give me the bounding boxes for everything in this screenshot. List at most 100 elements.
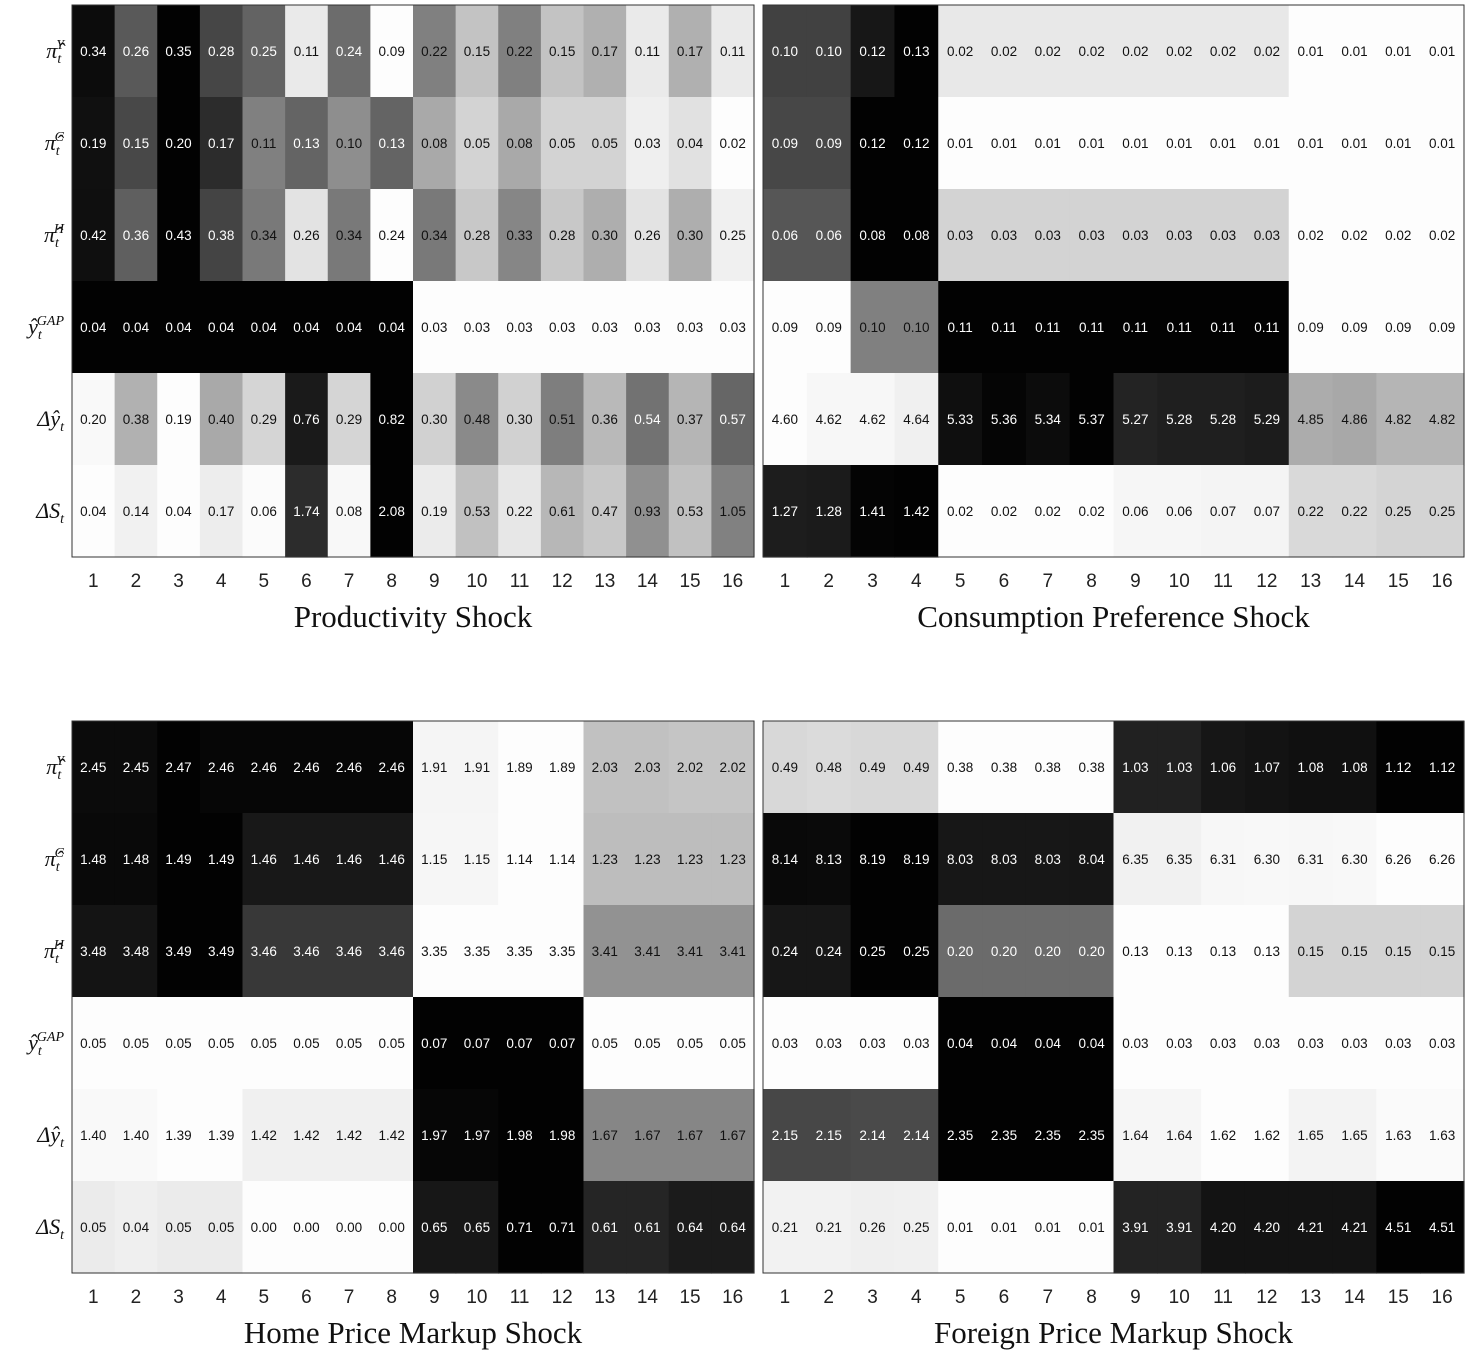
heatmap-cell [668, 1181, 712, 1274]
cell-value-label: 0.04 [251, 320, 278, 335]
cell-value-label: 0.02 [1298, 228, 1324, 243]
heatmap-cell [894, 373, 939, 466]
heatmap-cell [938, 905, 983, 998]
heatmap-cell [455, 97, 499, 190]
cell-value-label: 0.06 [772, 228, 798, 243]
cell-value-label: 3.91 [1166, 1220, 1192, 1235]
heatmap-cell [1288, 281, 1334, 374]
cell-value-label: 1.12 [1385, 760, 1411, 775]
heatmap-cell [1025, 721, 1071, 814]
heatmap-cell [1157, 281, 1202, 374]
cell-value-label: 0.11 [635, 44, 660, 59]
cell-value-label: 1.46 [336, 852, 362, 867]
heatmap-cell [850, 281, 896, 374]
heatmap-cell [1069, 5, 1115, 98]
heatmap-cell [668, 5, 712, 98]
heatmap-cell [806, 5, 852, 98]
heatmap-cell [72, 1089, 116, 1182]
cell-value-label: 5.37 [1078, 412, 1104, 427]
heatmap-cell [1025, 5, 1071, 98]
cell-value-label: 0.00 [379, 1220, 405, 1235]
heatmap-cell [285, 189, 329, 282]
x-tick-label: 11 [510, 1287, 530, 1308]
cell-value-label: 0.10 [903, 320, 929, 335]
heatmap-cell [1420, 813, 1465, 906]
cell-value-label: 0.15 [464, 44, 490, 59]
cell-value-label: 0.22 [1298, 504, 1324, 519]
cell-value-label: 0.07 [1254, 504, 1280, 519]
heatmap-cell [1069, 281, 1115, 374]
cell-value-label: 0.49 [772, 760, 798, 775]
heatmap-cell [199, 373, 244, 466]
cell-value-label: 8.14 [772, 852, 799, 867]
cell-value-label: 1.91 [421, 760, 447, 775]
heatmap-cell [626, 465, 670, 558]
cell-value-label: 0.38 [208, 228, 234, 243]
heatmap-cell [498, 373, 542, 466]
cell-value-label: 0.05 [592, 1036, 618, 1051]
heatmap-panel: 0.10 0.10 0.12 0.13 0.02 0.02 0.02 0.02 0.02 0.02… [762, 4, 1465, 634]
heatmap-cell [1201, 1089, 1246, 1182]
cell-value-label: 0.28 [464, 228, 490, 243]
cell-value-label: 0.03 [1341, 1036, 1367, 1051]
x-tick-label: 5 [955, 1287, 966, 1308]
heatmap-cell [370, 97, 414, 190]
cell-value-label: 0.02 [1385, 228, 1411, 243]
x-tick-label: 4 [216, 1287, 227, 1308]
heatmap-cell [1157, 813, 1202, 906]
heatmap-cell [1069, 905, 1115, 998]
heatmap-cell [455, 189, 499, 282]
x-tick-label: 1 [780, 571, 791, 592]
x-tick-label: 9 [429, 571, 440, 592]
x-tick-label: 15 [679, 1287, 700, 1308]
cell-value-label: 0.65 [464, 1220, 490, 1235]
heatmap-cell [850, 721, 896, 814]
heatmap-cell [114, 1181, 158, 1274]
cell-value-label: 0.49 [903, 760, 929, 775]
heatmap-cell [626, 721, 670, 814]
heatmap-cell [806, 281, 852, 374]
heatmap-cell [668, 813, 712, 906]
heatmap-cell [498, 281, 542, 374]
cell-value-label: 0.04 [379, 320, 406, 335]
heatmap-cell [1025, 905, 1071, 998]
cell-value-label: 2.14 [859, 1128, 886, 1143]
cell-value-label: 0.05 [464, 136, 490, 151]
heatmap-cell [114, 97, 158, 190]
heatmap-cell [114, 189, 158, 282]
heatmap-cell [1244, 721, 1290, 814]
cell-value-label: 2.03 [592, 760, 618, 775]
heatmap-cell [199, 465, 244, 558]
heatmap-cell [157, 5, 201, 98]
heatmap-cell [1025, 97, 1071, 190]
heatmap-panel: 0.34 0.26 0.35 0.28 0.25 0.11 0.24 0.09 0.22 0.15… [26, 4, 755, 634]
heatmap-cell [370, 5, 414, 98]
cell-value-label: 0.07 [421, 1036, 447, 1051]
heatmap-cell [982, 5, 1027, 98]
heatmap-cell [413, 97, 457, 190]
cell-value-label: 0.09 [1385, 320, 1411, 335]
heatmap-cell [413, 5, 457, 98]
x-tick-label: 9 [429, 1287, 440, 1308]
cell-value-label: 6.30 [1254, 852, 1280, 867]
cell-value-label: 0.11 [1123, 320, 1148, 335]
cell-value-label: 0.08 [336, 504, 362, 519]
cell-value-label: 0.08 [421, 136, 447, 151]
cell-value-label: 0.02 [1035, 44, 1061, 59]
heatmap-cell [498, 1089, 542, 1182]
cell-value-label: 0.03 [947, 228, 973, 243]
cell-value-label: 0.13 [293, 136, 319, 151]
heatmap-cell [1113, 281, 1158, 374]
heatmap-cell [157, 97, 201, 190]
cell-value-label: 0.02 [991, 504, 1017, 519]
cell-value-label: 1.42 [379, 1128, 405, 1143]
heatmap-cell [327, 373, 371, 466]
heatmap-cell [1332, 281, 1377, 374]
cell-value-label: 0.10 [859, 320, 885, 335]
cell-value-label: 1.74 [293, 504, 320, 519]
heatmap-cell [413, 721, 457, 814]
x-tick-label: 10 [466, 571, 487, 592]
cell-value-label: 6.35 [1122, 852, 1148, 867]
cell-value-label: 0.01 [1385, 44, 1411, 59]
heatmap-cell [1113, 1181, 1158, 1274]
